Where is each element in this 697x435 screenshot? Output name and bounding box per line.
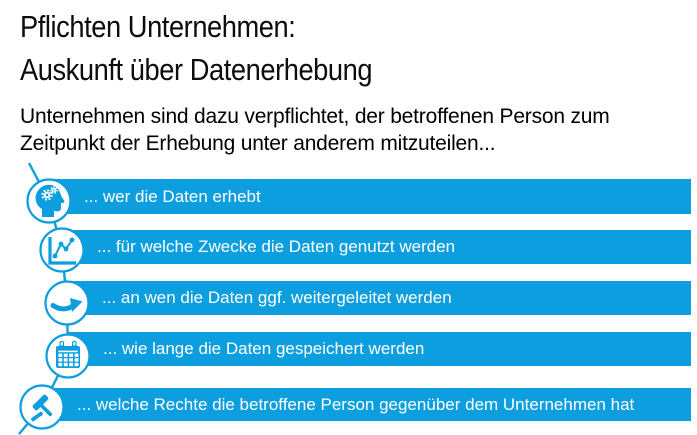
intro-line-2: Zeitpunkt der Erhebung unter anderem mit… — [20, 132, 496, 155]
list-item-bar: ... für welche Zwecke die Daten genutzt … — [62, 230, 691, 264]
intro-text: Unternehmen sind dazu verpflichtet, der … — [20, 103, 610, 157]
list-item-label: ... welche Rechte die betroffene Person … — [77, 394, 635, 414]
intro-line-1: Unternehmen sind dazu verpflichtet, der … — [20, 105, 610, 128]
list-item-label: ... wer die Daten erhebt — [84, 186, 261, 206]
title-line-2: Auskunft über Datenerhebung — [20, 52, 373, 87]
list-item-bar: ... wie lange die Daten gespeichert werd… — [68, 332, 691, 366]
list-item-bar: ... an wen die Daten ggf. weitergeleitet… — [67, 281, 691, 315]
list-item-bar: ... wer die Daten erhebt — [49, 179, 691, 214]
list-item-bar: ... welche Rechte die betroffene Person … — [42, 388, 691, 421]
list-item-label: ... für welche Zwecke die Daten genutzt … — [97, 237, 456, 256]
list-item-label: ... an wen die Daten ggf. weitergeleitet… — [102, 288, 452, 307]
list-item-label: ... wie lange die Daten gespeichert werd… — [103, 339, 425, 358]
page-title: Pflichten Unternehmen: Auskunft über Dat… — [20, 5, 373, 91]
title-line-1: Pflichten Unternehmen: — [20, 9, 296, 44]
